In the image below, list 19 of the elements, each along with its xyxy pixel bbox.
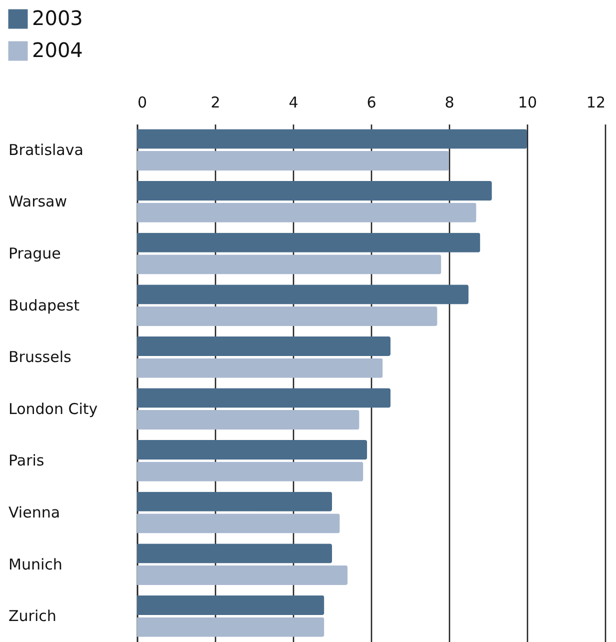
y-tick-label: Bratislava (8, 140, 84, 159)
x-tick-label: 10 (518, 94, 538, 112)
legend-label: 2004 (32, 38, 83, 62)
y-tick-label: Warsaw (8, 192, 68, 211)
x-tick-label: 4 (288, 94, 298, 112)
x-tick-label: 8 (444, 94, 454, 112)
y-tick-label: Vienna (8, 504, 60, 522)
y-tick-label: Prague (8, 244, 61, 262)
y-tick-label: Munich (8, 555, 62, 574)
y-tick-label: Budapest (8, 296, 80, 314)
x-tick-label: 12 (586, 94, 606, 112)
y-tick-label: Zurich (8, 607, 56, 626)
y-tick-label: London City (8, 400, 98, 418)
x-tick-label: 0 (138, 94, 148, 112)
legend-label: 2003 (32, 6, 83, 30)
x-tick-label: 6 (366, 94, 376, 112)
y-tick-label: Brussels (8, 348, 72, 366)
x-tick-label: 2 (210, 94, 220, 112)
y-tick-label: Paris (8, 452, 44, 470)
